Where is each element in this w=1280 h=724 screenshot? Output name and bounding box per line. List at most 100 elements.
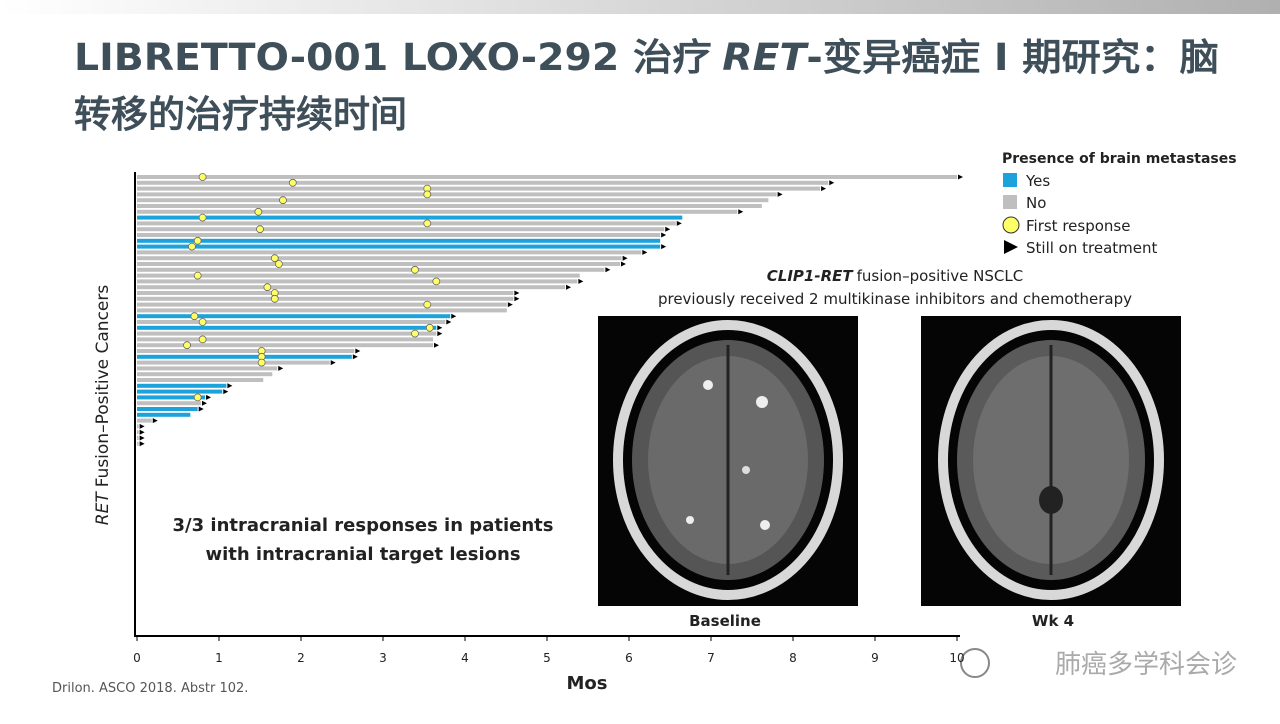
bar [137, 175, 957, 179]
first-response [198, 173, 207, 181]
first-response [190, 312, 199, 321]
legend-label: First response [1026, 217, 1130, 235]
legend-swatch [1003, 195, 1017, 209]
image-caption: CLIP1-RET fusion–positive NSCLC [767, 267, 1023, 285]
bar [137, 221, 676, 226]
ongoing-arrow [661, 232, 667, 238]
bar [137, 267, 605, 272]
ongoing-arrow [139, 435, 145, 441]
y-label-part: RET [93, 491, 113, 526]
bar [137, 412, 191, 417]
ongoing-arrow [355, 348, 361, 354]
x-tick-label: 2 [297, 651, 305, 665]
first-response [423, 300, 432, 309]
first-response [425, 323, 434, 332]
x-tick-label: 4 [461, 651, 469, 665]
bar [137, 314, 451, 319]
first-response [193, 393, 202, 402]
legend-title: Presence of brain metastases [1002, 151, 1237, 167]
first-response [411, 329, 419, 338]
legend-label: No [1026, 194, 1046, 212]
bar [137, 401, 201, 406]
ongoing-arrow [227, 383, 233, 389]
legend-swatch [1003, 173, 1017, 187]
title: LIBRETTO-001 LOXO-292 治疗 RET -变异癌症 I 期研究：脑 [74, 36, 1219, 79]
first-response [198, 213, 207, 222]
ongoing-arrow [821, 186, 827, 192]
x-tick-label: 6 [625, 651, 633, 665]
bar [137, 285, 566, 290]
ongoing-arrow [777, 191, 783, 197]
title: 转移的治疗持续时间 [74, 93, 407, 136]
ongoing-arrow [566, 284, 572, 290]
ongoing-arrow [578, 278, 584, 284]
bar [137, 198, 769, 203]
first-response [263, 283, 272, 292]
bar [137, 204, 762, 208]
bar [137, 349, 355, 353]
first-response [198, 318, 207, 326]
ongoing-arrow [139, 429, 145, 435]
watermark: 肺癌多学科会诊 [1055, 650, 1237, 680]
bar [137, 227, 665, 232]
bar [137, 279, 578, 284]
x-tick-label: 0 [133, 651, 141, 665]
bar [137, 215, 683, 220]
ongoing-arrow [139, 441, 145, 447]
bar [137, 395, 206, 400]
title-part: RET [722, 36, 809, 79]
first-response [274, 260, 283, 268]
bar [137, 407, 198, 411]
ongoing-arrow [507, 302, 513, 308]
bar [137, 389, 223, 394]
ongoing-arrow [278, 365, 284, 371]
bar [137, 383, 227, 388]
x-tick-label: 9 [871, 651, 879, 665]
bar [137, 209, 738, 214]
top-bar [0, 0, 1280, 14]
bar [137, 424, 139, 429]
ongoing-arrow [352, 354, 358, 360]
ongoing-arrow [676, 220, 682, 226]
bar [137, 418, 152, 423]
x-tick-label: 5 [543, 651, 551, 665]
ongoing-arrow [446, 319, 452, 325]
bar [137, 273, 580, 278]
ongoing-arrow [958, 174, 963, 180]
ongoing-arrow [514, 290, 520, 296]
ongoing-arrow [152, 418, 158, 424]
ongoing-arrow [661, 244, 667, 250]
image-subcaption: previously received 2 multikinase inhibi… [658, 290, 1132, 308]
ongoing-arrow [451, 313, 457, 319]
ongoing-arrow [642, 249, 648, 255]
bar [137, 244, 661, 249]
x-tick-label: 7 [707, 651, 715, 665]
x-tick-label: 8 [789, 651, 797, 665]
ongoing-arrow [437, 325, 443, 331]
first-response [256, 225, 264, 234]
ongoing-arrow [330, 360, 336, 366]
title-part: -变异癌症 I 期研究：脑 [806, 36, 1219, 79]
image-label: Baseline [689, 612, 761, 630]
title-part: LIBRETTO-001 LOXO-292 治疗 [74, 36, 712, 79]
ongoing-arrow [139, 423, 145, 429]
y-axis-label: RET Fusion–Positive Cancers [93, 285, 113, 526]
bar [137, 366, 278, 371]
caption-part: fusion–positive NSCLC [857, 267, 1024, 285]
ongoing-arrow [665, 226, 671, 232]
bar [137, 337, 434, 342]
first-response [423, 219, 432, 228]
ongoing-arrow [829, 180, 835, 186]
watermark-icon [960, 648, 990, 678]
y-label-part: Fusion–Positive Cancers [93, 285, 113, 488]
first-response [411, 265, 419, 274]
legend-label: Still on treatment [1026, 239, 1157, 257]
bar [137, 378, 264, 382]
ongoing-arrow [620, 261, 626, 267]
bar [137, 354, 352, 359]
first-response [193, 236, 202, 245]
x-tick-label: 10 [949, 651, 964, 665]
ongoing-arrow [201, 400, 207, 406]
first-response [270, 294, 279, 303]
